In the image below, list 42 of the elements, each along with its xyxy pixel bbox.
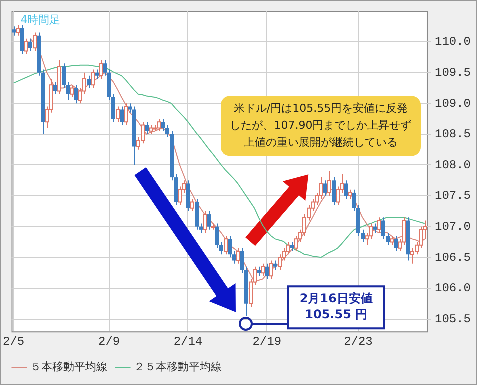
y-tick-label: 107.5 xyxy=(434,189,472,204)
candlestick xyxy=(324,180,328,197)
y-tick-label: 106.0 xyxy=(434,282,472,296)
candlestick xyxy=(258,266,262,277)
candlestick xyxy=(208,210,212,230)
y-tick-label: 108.0 xyxy=(434,158,472,172)
candlestick xyxy=(20,24,24,55)
candlestick xyxy=(96,69,100,80)
y-tick-label: 106.5 xyxy=(434,250,472,265)
candlestick xyxy=(344,180,348,200)
y-tick-label: 110.0 xyxy=(434,35,472,50)
y-tick-label: 109.0 xyxy=(434,96,472,111)
candlestick xyxy=(394,236,398,252)
candlestick xyxy=(28,38,32,52)
annotation: 2月16日安値105.55 円 xyxy=(300,292,373,322)
candlestick xyxy=(266,263,270,280)
candlestick xyxy=(74,84,78,104)
legend-label: ２５本移動平均線 xyxy=(134,360,222,374)
x-tick-label: 2/5 xyxy=(3,334,25,349)
candlestick xyxy=(54,82,58,95)
y-tick-label: 105.5 xyxy=(434,312,472,326)
x-tick-label: 2/19 xyxy=(252,334,282,349)
candlestick xyxy=(386,232,390,246)
candlestick xyxy=(12,26,16,36)
candlestick xyxy=(362,229,366,243)
candlestick xyxy=(290,242,294,252)
y-tick-label: 109.5 xyxy=(434,66,472,80)
candlestick xyxy=(382,217,386,240)
y-tick-label: 108.5 xyxy=(434,128,472,142)
x-tick-label: 2/23 xyxy=(344,334,373,349)
annotation: 米ドル/円は105.55円を安値に反発したが、107.90円までしか上昇せず上値の重い展開が継続している xyxy=(230,102,412,150)
y-tick-label: 107.0 xyxy=(434,220,472,234)
legend-label: ５本移動平均線 xyxy=(30,360,108,374)
x-tick-label: 2/14 xyxy=(174,334,203,349)
annotation: 4時間足 xyxy=(20,14,61,27)
x-tick-label: 2/9 xyxy=(98,334,120,349)
candlestick xyxy=(374,223,378,234)
candlestick xyxy=(332,177,336,206)
candlestick xyxy=(120,106,124,126)
candlestick xyxy=(274,260,278,270)
candlestick xyxy=(146,122,150,135)
candlestick xyxy=(88,75,92,89)
